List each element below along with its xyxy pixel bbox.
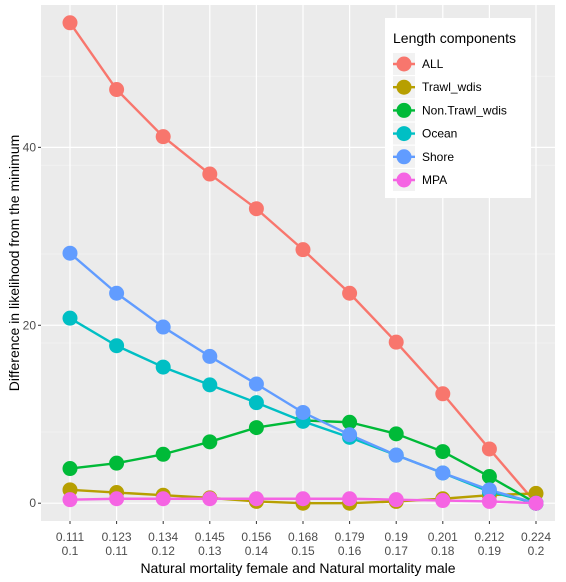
legend-key-point — [396, 79, 412, 95]
x-tick-label-male: 0.17 — [385, 544, 409, 558]
data-point-non-trawl-wdis — [481, 469, 497, 485]
legend-key-point — [396, 102, 412, 118]
data-point-all — [388, 334, 404, 350]
data-point-shore — [155, 319, 171, 335]
data-point-shore — [62, 245, 78, 261]
data-point-all — [62, 15, 78, 31]
x-tick-label-female: 0.168 — [288, 530, 318, 544]
data-point-non-trawl-wdis — [388, 426, 404, 442]
data-point-shore — [435, 465, 451, 481]
legend-item-shore: Shore — [393, 145, 454, 168]
data-point-shore — [342, 427, 358, 443]
data-point-all — [109, 82, 125, 98]
data-point-all — [481, 441, 497, 457]
data-point-ocean — [202, 377, 218, 393]
y-tick-label: 20 — [23, 318, 37, 332]
y-tick-label: 0 — [29, 496, 36, 510]
data-point-shore — [248, 376, 264, 392]
series-points — [62, 15, 544, 511]
data-point-non-trawl-wdis — [202, 434, 218, 450]
gridlines — [41, 5, 555, 521]
data-point-all — [155, 129, 171, 145]
legend-label: ALL — [422, 57, 444, 71]
x-tick-label-female: 0.224 — [521, 530, 551, 544]
data-point-ocean — [248, 395, 264, 411]
data-point-all — [435, 386, 451, 402]
data-point-mpa — [435, 493, 451, 509]
x-tick-label-female: 0.212 — [474, 530, 504, 544]
data-point-all — [342, 285, 358, 301]
data-point-mpa — [481, 493, 497, 509]
legend-item-non-trawl-wdis: Non.Trawl_wdis — [393, 99, 507, 122]
data-point-mpa — [342, 491, 358, 507]
data-point-mpa — [62, 492, 78, 508]
legend-key-point — [396, 149, 412, 165]
legend-key-point — [396, 172, 412, 188]
data-point-all — [248, 201, 264, 217]
data-point-shore — [109, 285, 125, 301]
data-point-ocean — [155, 359, 171, 375]
legend-title: Length components — [393, 30, 516, 46]
data-point-mpa — [202, 491, 218, 507]
data-point-mpa — [248, 491, 264, 507]
data-point-shore — [202, 348, 218, 364]
data-point-mpa — [155, 491, 171, 507]
x-tick-label-female: 0.145 — [195, 530, 225, 544]
legend-items: ALL Trawl_wdis Non.Trawl_wdis Ocean Shore MPA — [393, 53, 507, 191]
data-point-mpa — [295, 491, 311, 507]
data-point-non-trawl-wdis — [62, 461, 78, 477]
legend-item-mpa: MPA — [393, 169, 447, 191]
data-point-shore — [388, 447, 404, 463]
data-point-non-trawl-wdis — [109, 455, 125, 471]
x-tick-label-male: 0.14 — [245, 544, 269, 558]
x-tick-label-female: 0.134 — [148, 530, 178, 544]
legend-item-ocean: Ocean — [393, 122, 457, 145]
legend-key-point — [396, 56, 412, 72]
x-tick-label-female: 0.201 — [428, 530, 458, 544]
data-point-non-trawl-wdis — [248, 420, 264, 436]
data-point-shore — [481, 482, 497, 498]
y-tick-label: 40 — [23, 140, 37, 154]
data-point-non-trawl-wdis — [155, 446, 171, 462]
data-point-mpa — [109, 491, 125, 507]
data-point-ocean — [109, 338, 125, 354]
y-axis: 0 20 40 — [23, 140, 41, 510]
x-tick-label-male: 0.16 — [338, 544, 362, 558]
data-point-mpa — [388, 492, 404, 508]
x-tick-label-female: 0.179 — [335, 530, 365, 544]
legend-label: Ocean — [422, 127, 457, 141]
data-point-ocean — [62, 310, 78, 326]
legend-item-all: ALL — [393, 53, 444, 75]
data-point-shore — [295, 404, 311, 420]
x-tick-label-female: 0.19 — [385, 530, 409, 544]
legend-label: MPA — [422, 173, 447, 187]
legend-key-point — [396, 126, 412, 142]
x-tick-label-female: 0.123 — [102, 530, 132, 544]
legend-label: Non.Trawl_wdis — [422, 103, 507, 117]
data-point-non-trawl-wdis — [435, 444, 451, 460]
legend-label: Shore — [422, 150, 454, 164]
x-tick-label-male: 0.19 — [478, 544, 502, 558]
x-tick-label-male: 0.2 — [528, 544, 545, 558]
x-tick-label-male: 0.12 — [152, 544, 176, 558]
legend: Length components ALL Trawl_wdis Non.Trawl… — [385, 18, 531, 198]
data-point-all — [295, 242, 311, 258]
data-point-mpa — [528, 495, 544, 511]
x-axis-title: Natural mortality female and Natural mor… — [140, 560, 455, 576]
data-point-all — [202, 166, 218, 182]
legend-label: Trawl_wdis — [422, 80, 482, 94]
x-tick-label-male: 0.11 — [105, 544, 128, 558]
x-tick-label-male: 0.1 — [62, 544, 79, 558]
x-tick-label-male: 0.18 — [431, 544, 455, 558]
x-tick-label-female: 0.111 — [56, 530, 85, 544]
legend-item-trawl-wdis: Trawl_wdis — [393, 76, 482, 99]
y-axis-title: Difference in likelihood from the minimu… — [6, 135, 22, 392]
x-tick-label-female: 0.156 — [241, 530, 271, 544]
x-tick-label-male: 0.13 — [198, 544, 222, 558]
x-tick-label-male: 0.15 — [291, 544, 315, 558]
data-point-non-trawl-wdis — [342, 414, 358, 430]
